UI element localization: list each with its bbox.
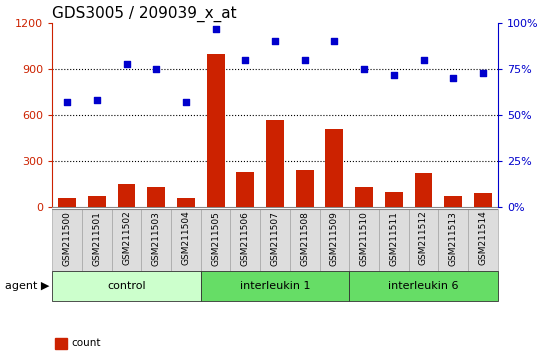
Point — [419, 57, 428, 63]
Bar — [349, 209, 379, 271]
Point — [92, 97, 101, 103]
Point — [241, 57, 250, 63]
Bar — [52, 209, 82, 271]
Bar — [88, 195, 106, 207]
Text: agent ▶: agent ▶ — [5, 281, 50, 291]
Point — [271, 39, 279, 44]
Text: GSM211509: GSM211509 — [330, 211, 339, 266]
Point — [152, 66, 161, 72]
Text: GSM211511: GSM211511 — [389, 211, 398, 266]
Text: count: count — [72, 338, 101, 348]
Bar — [385, 192, 403, 207]
Bar — [474, 193, 492, 207]
Text: GSM211502: GSM211502 — [122, 211, 131, 266]
Bar — [266, 120, 284, 207]
Text: GSM211501: GSM211501 — [92, 211, 101, 266]
Point — [211, 26, 220, 32]
Bar — [147, 187, 165, 207]
Text: GSM211512: GSM211512 — [419, 211, 428, 266]
Point — [389, 72, 398, 78]
Text: GSM211506: GSM211506 — [241, 211, 250, 266]
Text: control: control — [107, 281, 146, 291]
Bar — [52, 271, 201, 301]
Point — [330, 39, 339, 44]
Bar — [468, 209, 498, 271]
Bar — [379, 209, 409, 271]
Bar — [349, 271, 498, 301]
Point — [63, 99, 72, 105]
Text: GSM211514: GSM211514 — [478, 211, 487, 266]
Bar — [355, 187, 373, 207]
Bar — [444, 196, 462, 207]
Point — [449, 75, 458, 81]
Text: GSM211507: GSM211507 — [271, 211, 279, 266]
Bar — [409, 209, 438, 271]
Text: interleukin 1: interleukin 1 — [240, 281, 310, 291]
Bar — [320, 209, 349, 271]
Text: GSM211510: GSM211510 — [360, 211, 368, 266]
Point — [300, 57, 309, 63]
Point — [478, 70, 487, 75]
Text: GSM211503: GSM211503 — [152, 211, 161, 266]
Bar — [201, 271, 349, 301]
Bar — [326, 129, 343, 207]
Text: GSM211504: GSM211504 — [182, 211, 190, 266]
Bar — [58, 198, 76, 207]
Bar — [290, 209, 320, 271]
Bar — [260, 209, 290, 271]
Text: GSM211500: GSM211500 — [63, 211, 72, 266]
Bar — [230, 209, 260, 271]
Bar — [296, 170, 314, 207]
Bar — [236, 172, 254, 207]
Bar — [118, 184, 135, 207]
Text: GSM211505: GSM211505 — [211, 211, 220, 266]
Bar — [82, 209, 112, 271]
Bar — [112, 209, 141, 271]
Bar — [207, 54, 224, 207]
Text: GDS3005 / 209039_x_at: GDS3005 / 209039_x_at — [52, 5, 237, 22]
Point — [122, 61, 131, 66]
Bar — [438, 209, 468, 271]
Bar — [415, 173, 432, 207]
Bar — [171, 209, 201, 271]
Bar — [141, 209, 171, 271]
Bar — [201, 209, 230, 271]
Point — [360, 66, 368, 72]
Text: GSM211508: GSM211508 — [300, 211, 309, 266]
Bar — [177, 198, 195, 207]
Text: interleukin 6: interleukin 6 — [388, 281, 459, 291]
Text: GSM211513: GSM211513 — [449, 211, 458, 266]
Point — [182, 99, 190, 105]
